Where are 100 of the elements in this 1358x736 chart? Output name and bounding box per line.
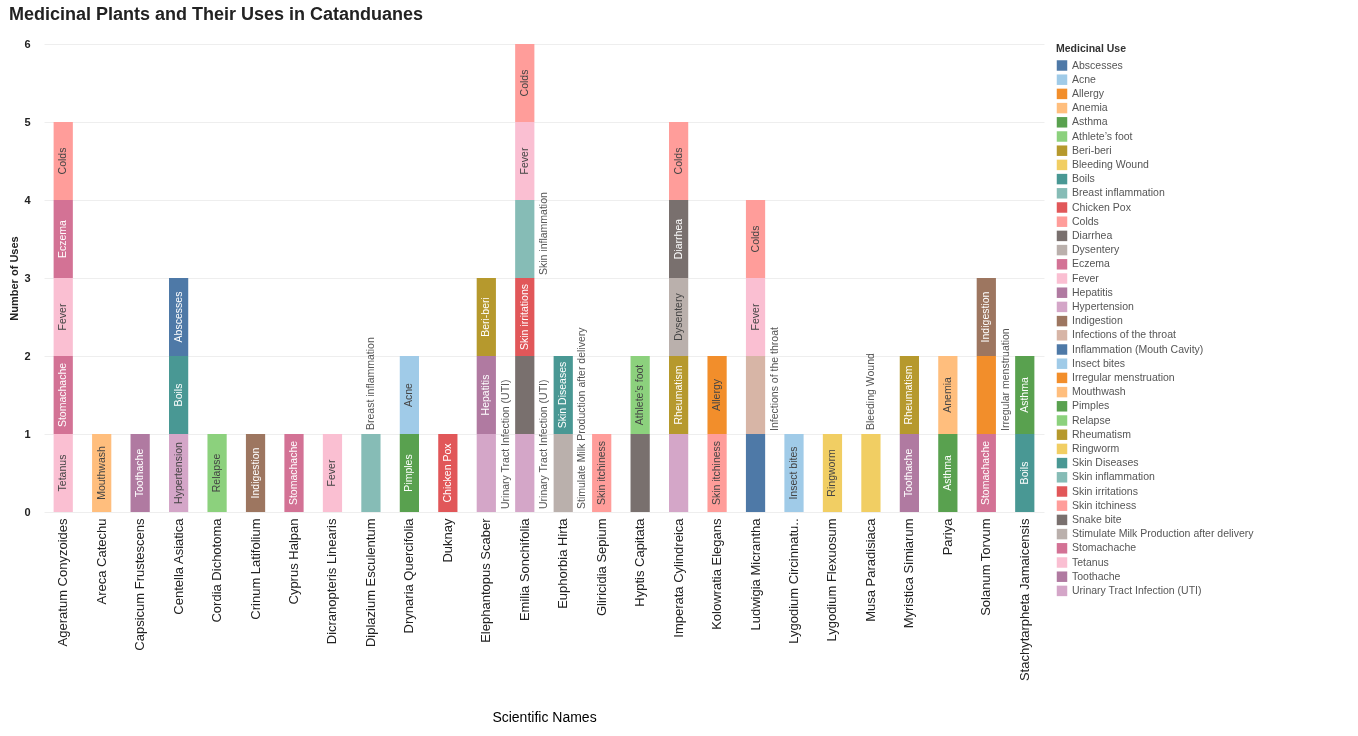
bar	[976, 356, 996, 434]
legend-label: Beri-beri	[1072, 143, 1112, 156]
data-label: Anemia	[940, 377, 953, 413]
data-label: Bleeding Wound	[863, 352, 876, 430]
bar	[515, 44, 535, 122]
x-tick-label: Cyprus Halpan	[286, 518, 301, 605]
bar	[207, 434, 227, 512]
x-tick-label: Lygodium Circinnatu..	[786, 518, 801, 644]
bar	[707, 356, 727, 434]
x-tick-label: Crinum Latifolium	[247, 518, 263, 620]
legend-label: Snake bite	[1072, 512, 1122, 525]
bar	[745, 278, 766, 356]
data-label: Breast inflammation	[363, 337, 376, 430]
bar	[745, 356, 766, 434]
x-tick-label: Ludwigia Micrantha	[747, 517, 763, 631]
data-label: Indigestion	[979, 291, 992, 343]
data-label: Fever	[517, 147, 530, 175]
bar	[169, 356, 189, 434]
data-label: Diarrhea	[671, 218, 684, 260]
data-label: Irregular menstruation	[998, 328, 1011, 431]
y-tick-label: 3	[24, 271, 31, 284]
data-label: Boils	[171, 383, 184, 407]
legend-label: Eczema	[1072, 257, 1111, 270]
data-label: Colds	[517, 69, 530, 97]
legend-label: Chicken Pox	[1072, 200, 1132, 213]
data-label: Hypertension	[171, 441, 184, 504]
bar	[669, 434, 689, 512]
legend-label: Inflammation (Mouth Cavity)	[1072, 342, 1204, 355]
legend-label: Athlete’s foot	[1072, 129, 1133, 142]
legend-label: Stimulate Milk Production after delivery	[1072, 527, 1255, 540]
x-tick-label: Imperata Cylindreica	[670, 517, 686, 638]
legend-label: Mouthwash	[1072, 385, 1126, 398]
legend-label: Fever	[1072, 271, 1100, 284]
bar	[361, 434, 381, 512]
bar	[476, 434, 496, 512]
x-tick-label: Pariya	[939, 517, 955, 556]
x-tick-label: Gliricidia Sepium	[593, 518, 609, 617]
x-tick-label: Diplazium Esculentum	[362, 518, 378, 648]
legend-label: Stomachache	[1072, 541, 1137, 554]
legend-label: Indigestion	[1072, 314, 1123, 327]
legend-label: Skin irritations	[1072, 484, 1138, 497]
legend-label: Infections of the throat	[1072, 328, 1176, 341]
bar	[669, 122, 689, 200]
data-label: Urinary Tract Infection (UTI)	[537, 379, 549, 509]
x-tick-label: Myristica Simiarum	[901, 518, 917, 629]
x-tick-label: Drynaria Quercifolia	[401, 517, 417, 634]
bar	[515, 356, 535, 434]
legend-label: Acne	[1072, 72, 1097, 85]
y-tick-label: 0	[24, 505, 31, 518]
data-label: Acne	[402, 382, 415, 407]
data-label: Stomachache	[287, 440, 299, 506]
data-label: Rheumatism	[902, 365, 915, 425]
x-tick-label: Elephantopus Scaber	[478, 517, 494, 643]
legend-label: Hypertension	[1072, 299, 1135, 312]
bar	[322, 434, 343, 512]
legend-label: Skin inflammation	[1072, 470, 1156, 483]
data-label: Colds	[671, 147, 684, 175]
x-tick-label: Hyptis Capitata	[632, 517, 648, 607]
data-label: Colds	[748, 225, 761, 253]
y-tick-label: 4	[24, 193, 32, 206]
data-label: Eczema	[56, 219, 69, 258]
bar	[861, 434, 881, 512]
x-tick-label: Dicranopteris Linearis	[324, 518, 340, 645]
data-label: Boils	[1017, 461, 1030, 485]
bar	[515, 122, 535, 200]
data-label: Stomachache	[979, 440, 992, 506]
data-label: Allergy	[710, 378, 723, 412]
legend-label: Pimples	[1072, 399, 1110, 412]
y-tick-label: 2	[24, 349, 31, 362]
y-tick-label: 1	[24, 427, 31, 440]
legend-label: Ringworm	[1072, 441, 1120, 454]
data-label: Rheumatism	[671, 365, 684, 425]
bar	[399, 356, 419, 434]
data-label: Insect bites	[787, 446, 799, 500]
x-tick-label: Solanum Torvum	[978, 518, 994, 616]
legend-label: Anemia	[1072, 101, 1108, 114]
y-tick-label: 5	[24, 115, 31, 128]
data-label: Pimples	[402, 454, 415, 492]
data-label: Relapse	[210, 453, 223, 493]
x-tick-label: Kolowratia Elegans	[709, 518, 725, 630]
legend-label: Relapse	[1072, 413, 1111, 426]
data-label: Athlete’s foot	[633, 364, 646, 426]
legend-label: Bleeding Wound	[1072, 157, 1150, 170]
data-label: Infections of the throat	[767, 327, 780, 431]
data-label: Hepatitis	[479, 374, 492, 416]
data-label: Indigestion	[248, 447, 261, 499]
legend-label: Hepatitis	[1072, 285, 1113, 298]
x-tick-label: Ageratum Conyzoides	[55, 518, 71, 647]
bar	[1015, 434, 1035, 512]
legend-label: Allergy	[1072, 86, 1105, 99]
chart-title: Medicinal Plants and Their Uses in Catanduanes	[8, 4, 423, 24]
legend-label: Rheumatism	[1072, 427, 1132, 440]
legend-label: Diarrhea	[1072, 228, 1113, 241]
data-label: Ringworm	[825, 449, 838, 497]
data-label: Skin inflammation	[537, 191, 549, 275]
data-label: Asthma	[1017, 377, 1030, 413]
legend-label: Asthma	[1072, 115, 1108, 128]
data-label: Chicken Pox	[440, 442, 453, 503]
data-label: Stomachache	[56, 362, 69, 428]
data-label: Skin itchiness	[710, 440, 723, 506]
